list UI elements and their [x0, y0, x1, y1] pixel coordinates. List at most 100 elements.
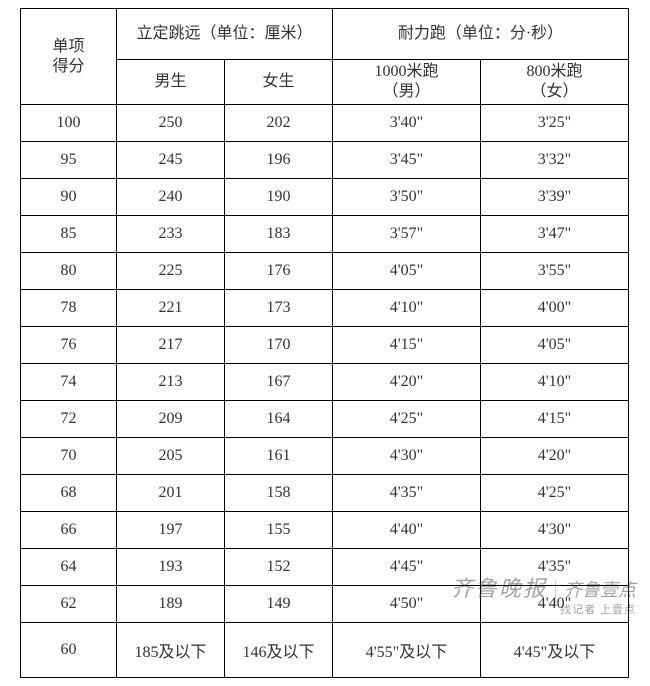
- table-body: 1002502023'40"3'25"952451963'45"3'32"902…: [21, 105, 629, 678]
- cell-r1000: 4'25": [333, 401, 481, 438]
- cell-ljf: 161: [225, 438, 333, 475]
- cell-score: 66: [21, 512, 117, 549]
- table-row: 782211734'10"4'00": [21, 290, 629, 327]
- cell-score: 60: [21, 623, 117, 678]
- cell-r800: 3'47": [481, 216, 629, 253]
- cell-ljf: 152: [225, 549, 333, 586]
- cell-score: 62: [21, 586, 117, 623]
- table-row: 661971554'40"4'30": [21, 512, 629, 549]
- table-row: 641931524'45"4'35": [21, 549, 629, 586]
- cell-ljm: 189: [117, 586, 225, 623]
- cell-score: 100: [21, 105, 117, 142]
- cell-r1000: 4'05": [333, 253, 481, 290]
- cell-r1000: 4'15": [333, 327, 481, 364]
- cell-ljm: 225: [117, 253, 225, 290]
- cell-ljf: 164: [225, 401, 333, 438]
- table-row: 722091644'25"4'15": [21, 401, 629, 438]
- cell-ljm: 221: [117, 290, 225, 327]
- table-row: 762171704'15"4'05": [21, 327, 629, 364]
- cell-r1000: 4'35": [333, 475, 481, 512]
- header-lj-male: 男生: [117, 60, 225, 105]
- cell-r800: 4'05": [481, 327, 629, 364]
- cell-r1000: 4'20": [333, 364, 481, 401]
- cell-r800: 3'39": [481, 179, 629, 216]
- cell-score: 90: [21, 179, 117, 216]
- cell-ljm: 240: [117, 179, 225, 216]
- header-long-jump-group: 立定跳远（单位：厘米）: [117, 9, 333, 60]
- cell-ljm: 245: [117, 142, 225, 179]
- cell-ljm: 185及以下: [117, 623, 225, 678]
- cell-ljm: 205: [117, 438, 225, 475]
- scoring-table: 单项得分 立定跳远（单位：厘米） 耐力跑（单位：分·秒） 男生 女生 1000米…: [20, 8, 629, 678]
- cell-ljf: 196: [225, 142, 333, 179]
- cell-r800: 4'40": [481, 586, 629, 623]
- cell-ljf: 202: [225, 105, 333, 142]
- cell-score: 80: [21, 253, 117, 290]
- cell-ljf: 149: [225, 586, 333, 623]
- cell-r800: 4'45"及以下: [481, 623, 629, 678]
- cell-score: 95: [21, 142, 117, 179]
- cell-r800: 3'32": [481, 142, 629, 179]
- cell-ljf: 176: [225, 253, 333, 290]
- table-row: 702051614'30"4'20": [21, 438, 629, 475]
- cell-r800: 4'00": [481, 290, 629, 327]
- cell-r800: 4'35": [481, 549, 629, 586]
- cell-r1000: 4'45": [333, 549, 481, 586]
- table-row: 682011584'35"4'25": [21, 475, 629, 512]
- cell-ljf: 170: [225, 327, 333, 364]
- cell-r800: 3'55": [481, 253, 629, 290]
- header-lj-female: 女生: [225, 60, 333, 105]
- cell-ljf: 146及以下: [225, 623, 333, 678]
- table-row: 952451963'45"3'32": [21, 142, 629, 179]
- table-row: 621891494'50"4'40": [21, 586, 629, 623]
- cell-r1000: 4'50": [333, 586, 481, 623]
- cell-ljm: 217: [117, 327, 225, 364]
- cell-r1000: 4'40": [333, 512, 481, 549]
- cell-score: 76: [21, 327, 117, 364]
- cell-ljm: 213: [117, 364, 225, 401]
- cell-ljm: 197: [117, 512, 225, 549]
- table-header: 单项得分 立定跳远（单位：厘米） 耐力跑（单位：分·秒） 男生 女生 1000米…: [21, 9, 629, 105]
- cell-r800: 4'10": [481, 364, 629, 401]
- cell-r800: 4'15": [481, 401, 629, 438]
- cell-r800: 3'25": [481, 105, 629, 142]
- cell-score: 85: [21, 216, 117, 253]
- cell-score: 68: [21, 475, 117, 512]
- cell-score: 72: [21, 401, 117, 438]
- cell-r1000: 3'40": [333, 105, 481, 142]
- cell-ljf: 183: [225, 216, 333, 253]
- cell-score: 74: [21, 364, 117, 401]
- cell-ljf: 158: [225, 475, 333, 512]
- cell-ljf: 173: [225, 290, 333, 327]
- cell-r1000: 4'30": [333, 438, 481, 475]
- cell-ljf: 190: [225, 179, 333, 216]
- table-row: 902401903'50"3'39": [21, 179, 629, 216]
- cell-r800: 4'25": [481, 475, 629, 512]
- cell-ljm: 209: [117, 401, 225, 438]
- cell-score: 64: [21, 549, 117, 586]
- cell-r1000: 3'57": [333, 216, 481, 253]
- cell-r1000: 3'50": [333, 179, 481, 216]
- cell-r800: 4'30": [481, 512, 629, 549]
- cell-ljm: 250: [117, 105, 225, 142]
- cell-r1000: 4'55"及以下: [333, 623, 481, 678]
- cell-r1000: 3'45": [333, 142, 481, 179]
- cell-ljm: 201: [117, 475, 225, 512]
- table-row: 1002502023'40"3'25": [21, 105, 629, 142]
- table-row: 852331833'57"3'47": [21, 216, 629, 253]
- cell-ljm: 193: [117, 549, 225, 586]
- table-row: 802251764'05"3'55": [21, 253, 629, 290]
- header-run-1000: 1000米跑（男）: [333, 60, 481, 105]
- header-endurance-group: 耐力跑（单位：分·秒）: [333, 9, 629, 60]
- table-row: 742131674'20"4'10": [21, 364, 629, 401]
- cell-ljm: 233: [117, 216, 225, 253]
- cell-r1000: 4'10": [333, 290, 481, 327]
- table-row: 60185及以下146及以下4'55"及以下4'45"及以下: [21, 623, 629, 678]
- cell-score: 70: [21, 438, 117, 475]
- header-score: 单项得分: [21, 9, 117, 105]
- cell-score: 78: [21, 290, 117, 327]
- header-run-800: 800米跑（女）: [481, 60, 629, 105]
- cell-ljf: 167: [225, 364, 333, 401]
- cell-r800: 4'20": [481, 438, 629, 475]
- cell-ljf: 155: [225, 512, 333, 549]
